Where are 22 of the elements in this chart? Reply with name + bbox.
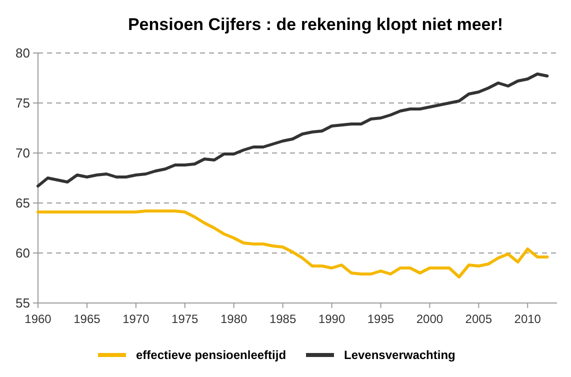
line-series	[36, 210, 549, 278]
x-tick-label: 1980	[220, 312, 248, 326]
legend-label: effectieve pensioenleeftijd	[136, 348, 286, 362]
y-tick-label: 70	[16, 146, 30, 161]
chart-title: Pensioen Cijfers : de rekening klopt niet meer!	[128, 15, 504, 34]
y-tick-label: 65	[16, 196, 30, 211]
y-tick-label: 55	[16, 296, 30, 311]
x-tick-label: 1970	[122, 312, 150, 326]
y-tick-label: 60	[16, 246, 30, 261]
line-series	[36, 72, 549, 188]
x-tick-label: 1995	[367, 312, 394, 326]
y-tick-label: 75	[16, 96, 30, 111]
x-tick-label: 2005	[465, 312, 492, 326]
x-tick-label: 1960	[24, 312, 52, 326]
x-tick-label: 2010	[514, 312, 542, 326]
x-tick-label: 1990	[318, 312, 346, 326]
x-tick-label: 1975	[172, 312, 199, 326]
legend-label: Levensverwachting	[344, 348, 456, 362]
x-tick-label: 2000	[416, 312, 444, 326]
x-tick-label: 1985	[269, 312, 296, 326]
x-tick-label: 1965	[74, 312, 101, 326]
y-tick-label: 80	[16, 46, 30, 61]
